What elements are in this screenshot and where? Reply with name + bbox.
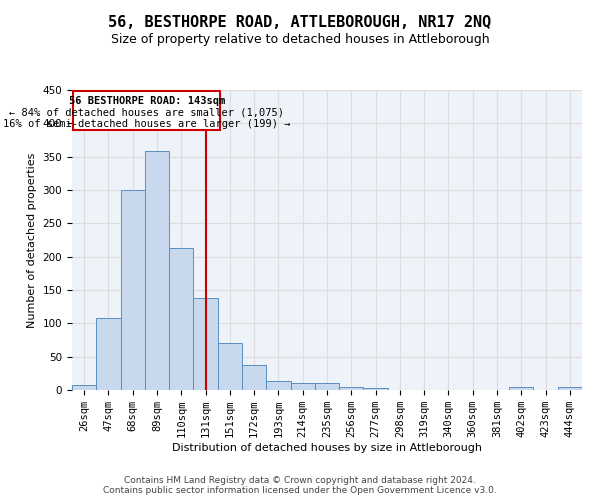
FancyBboxPatch shape bbox=[73, 90, 220, 130]
Bar bbox=[96, 318, 121, 390]
Text: 56 BESTHORPE ROAD: 143sqm: 56 BESTHORPE ROAD: 143sqm bbox=[68, 96, 225, 106]
Bar bbox=[193, 298, 218, 390]
Text: Size of property relative to detached houses in Attleborough: Size of property relative to detached ho… bbox=[110, 32, 490, 46]
Text: Contains public sector information licensed under the Open Government Licence v3: Contains public sector information licen… bbox=[103, 486, 497, 495]
Text: 56, BESTHORPE ROAD, ATTLEBOROUGH, NR17 2NQ: 56, BESTHORPE ROAD, ATTLEBOROUGH, NR17 2… bbox=[109, 15, 491, 30]
Bar bbox=[558, 388, 582, 390]
Text: Contains HM Land Registry data © Crown copyright and database right 2024.: Contains HM Land Registry data © Crown c… bbox=[124, 476, 476, 485]
X-axis label: Distribution of detached houses by size in Attleborough: Distribution of detached houses by size … bbox=[172, 443, 482, 453]
Bar bbox=[145, 152, 169, 390]
Bar bbox=[242, 364, 266, 390]
Bar bbox=[364, 388, 388, 390]
Bar bbox=[266, 382, 290, 390]
Bar bbox=[339, 386, 364, 390]
Bar bbox=[169, 248, 193, 390]
Bar bbox=[218, 344, 242, 390]
Bar bbox=[121, 190, 145, 390]
Text: ← 84% of detached houses are smaller (1,075): ← 84% of detached houses are smaller (1,… bbox=[9, 108, 284, 118]
Bar bbox=[509, 388, 533, 390]
Text: 16% of semi-detached houses are larger (199) →: 16% of semi-detached houses are larger (… bbox=[3, 118, 290, 128]
Bar bbox=[290, 384, 315, 390]
Bar bbox=[315, 384, 339, 390]
Y-axis label: Number of detached properties: Number of detached properties bbox=[27, 152, 37, 328]
Bar bbox=[72, 384, 96, 390]
